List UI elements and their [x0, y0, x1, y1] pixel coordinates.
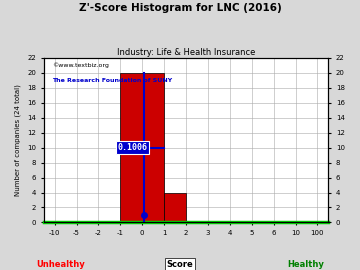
Text: Unhealthy: Unhealthy — [36, 260, 85, 269]
Title: Industry: Life & Health Insurance: Industry: Life & Health Insurance — [117, 48, 255, 57]
Text: Healthy: Healthy — [287, 260, 324, 269]
Text: Score: Score — [167, 260, 193, 269]
Text: 0.1006: 0.1006 — [117, 143, 147, 152]
Text: The Research Foundation of SUNY: The Research Foundation of SUNY — [52, 78, 172, 83]
Text: ©www.textbiz.org: ©www.textbiz.org — [52, 63, 109, 69]
Bar — [164, 193, 186, 222]
Text: Z'-Score Histogram for LNC (2016): Z'-Score Histogram for LNC (2016) — [78, 3, 282, 13]
Y-axis label: Number of companies (24 total): Number of companies (24 total) — [15, 84, 22, 196]
Bar — [120, 73, 164, 222]
